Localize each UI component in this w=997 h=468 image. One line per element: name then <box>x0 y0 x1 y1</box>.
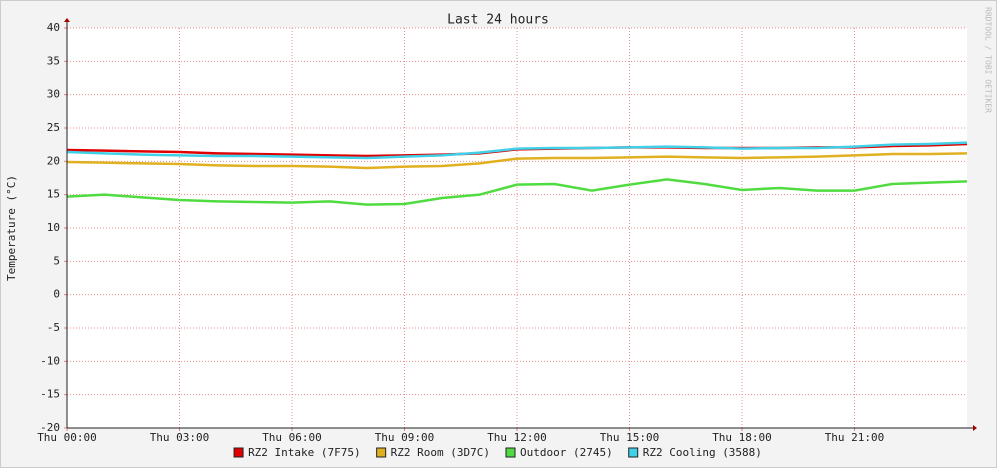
x-tick-label: Thu 15:00 <box>600 431 660 444</box>
legend-swatch <box>505 447 516 458</box>
x-tick-label: Thu 09:00 <box>375 431 435 444</box>
y-tick-label: -10 <box>40 354 60 367</box>
legend-swatch <box>233 447 244 458</box>
y-tick-label: -5 <box>47 321 60 334</box>
y-tick-label: 0 <box>53 288 60 301</box>
y-axis-label: Temperature (°C) <box>5 175 18 281</box>
y-tick-label: 35 <box>47 54 60 67</box>
y-tick-label: 40 <box>47 21 60 34</box>
x-tick-label: Thu 12:00 <box>487 431 547 444</box>
series-line <box>66 178 968 206</box>
y-tick-label: 25 <box>47 121 60 134</box>
x-tick-label: Thu 18:00 <box>712 431 772 444</box>
legend-label: RZ2 Room (3D7C) <box>391 446 490 459</box>
legend-swatch <box>376 447 387 458</box>
legend-label: RZ2 Cooling (3588) <box>643 446 762 459</box>
legend-label: Outdoor (2745) <box>520 446 613 459</box>
legend-swatch <box>628 447 639 458</box>
y-tick-label: 20 <box>47 154 60 167</box>
x-tick-label: Thu 21:00 <box>825 431 885 444</box>
x-axis-arrow <box>973 425 977 431</box>
y-tick-label: 15 <box>47 188 60 201</box>
x-tick-label: Thu 03:00 <box>150 431 210 444</box>
y-tick-label: 5 <box>53 254 60 267</box>
series-line <box>66 152 968 170</box>
x-tick-label: Thu 06:00 <box>262 431 322 444</box>
y-tick-label: 30 <box>47 88 60 101</box>
x-tick-label: Thu 00:00 <box>37 431 97 444</box>
y-tick-label: 10 <box>47 221 60 234</box>
series-line <box>66 141 968 160</box>
y-axis-arrow <box>64 18 70 22</box>
watermark: RRDTOOL / TOBI OETIKER <box>984 7 993 113</box>
y-tick-label: -15 <box>40 388 60 401</box>
legend-label: RZ2 Intake (7F75) <box>248 446 361 459</box>
y-tick-label: -20 <box>40 421 60 434</box>
chart-title: Last 24 hours <box>447 13 549 28</box>
